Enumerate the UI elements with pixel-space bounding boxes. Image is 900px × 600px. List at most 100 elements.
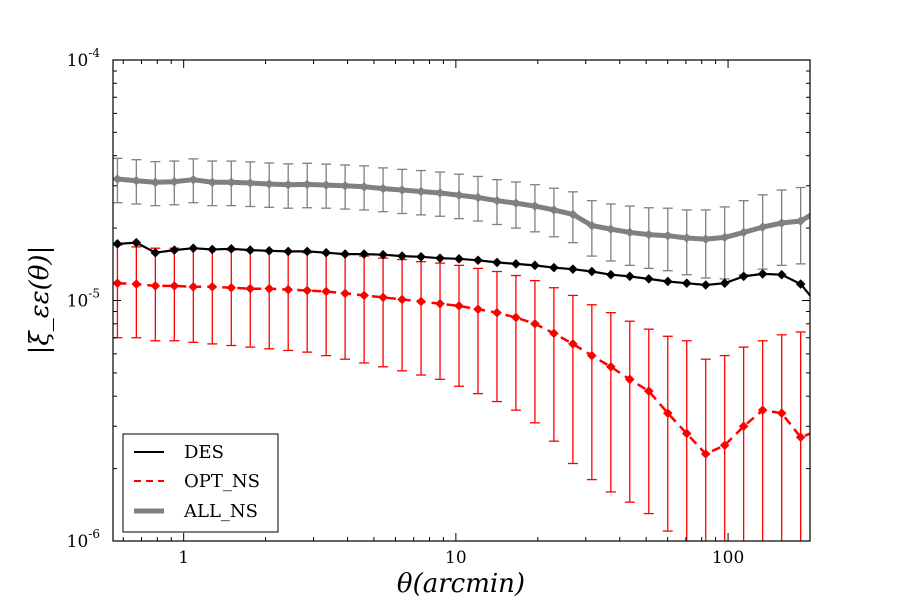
opt-ns-data-point <box>643 386 654 396</box>
opt-ns-data-point <box>776 408 787 418</box>
opt-ns-data-point <box>321 286 331 297</box>
all-ns-data-point <box>815 205 825 215</box>
des-data-point <box>643 274 654 284</box>
des-data-point <box>321 247 331 258</box>
all-ns-data-point <box>587 220 597 231</box>
all-ns-data-point <box>606 224 616 234</box>
des-data-point <box>606 269 616 280</box>
all-ns-data-point <box>643 229 654 240</box>
all-ns-data-point <box>131 175 142 186</box>
opt-ns-data-point <box>795 432 806 443</box>
des-data-point <box>549 262 559 273</box>
x-tick-label: 1 <box>178 548 189 568</box>
all-ns-data-point <box>283 179 293 190</box>
all-ns-data-point <box>113 174 123 184</box>
opt-ns-data-point <box>568 339 578 349</box>
all-ns-data-point <box>511 198 521 208</box>
des-data-point <box>719 278 730 289</box>
all-ns-data-point <box>245 178 256 188</box>
all-ns-data-point <box>568 209 578 220</box>
all-ns-data-point <box>492 195 502 206</box>
opt-ns-data-point <box>340 288 350 299</box>
opt-ns-data-point <box>113 278 123 289</box>
des-data-point <box>738 271 749 282</box>
opt-ns-data-point <box>549 328 559 339</box>
all-ns-data-point <box>188 174 199 185</box>
all-ns-data-point <box>302 179 312 190</box>
legend-all-ns-label: ALL_NS <box>183 501 258 522</box>
des-data-point <box>416 251 426 262</box>
all-ns-data-point <box>207 177 218 188</box>
des-data-point <box>568 264 578 274</box>
des-data-point <box>378 249 388 260</box>
des-data-point <box>113 239 123 249</box>
legend-opt-ns-label: OPT_NS <box>184 471 260 492</box>
opt-ns-data-point <box>188 282 199 292</box>
y-tick-label: 10-6 <box>67 527 100 552</box>
opt-ns-data-point <box>624 374 635 385</box>
des-data-point <box>700 280 711 290</box>
des-data-point <box>188 243 199 253</box>
des-data-point <box>681 278 692 289</box>
des-data-point <box>530 260 540 271</box>
opt-ns-data-point <box>815 425 825 435</box>
opt-ns-data-point <box>454 301 464 311</box>
all-ns-data-point <box>264 179 275 189</box>
des-data-point <box>302 246 312 257</box>
opt-ns-data-point <box>681 428 692 439</box>
all-ns-data-point <box>549 205 559 215</box>
des-data-point <box>359 249 369 259</box>
legend: DES OPT_NS ALL_NS <box>122 433 279 533</box>
all-ns-data-point <box>681 233 692 243</box>
opt-ns-data-point <box>169 281 180 291</box>
des-data-point <box>795 279 806 289</box>
axis-ticks: 1 10 100 10-6 10-5 10-4 <box>67 46 811 568</box>
des-data-point <box>776 269 787 280</box>
legend-des-label: DES <box>184 442 224 463</box>
all-ns-data-point <box>169 176 180 187</box>
des-data-point <box>340 249 350 259</box>
des-data-point <box>492 257 502 268</box>
x-tick-label: 10 <box>445 548 467 568</box>
opt-ns-data-point <box>226 282 237 293</box>
des-data-point <box>226 244 237 254</box>
all-ns-data-point <box>150 177 161 188</box>
des-data-point <box>757 269 768 279</box>
opt-ns-data-point <box>492 307 502 318</box>
opt-ns-data-point <box>606 362 616 372</box>
opt-ns-data-point <box>207 282 218 292</box>
all-ns-data-point <box>340 180 350 191</box>
all-ns-data-point <box>795 216 806 226</box>
opt-ns-data-point <box>131 279 142 289</box>
opt-ns-data-point <box>150 281 161 291</box>
all-ns-data-point <box>359 182 369 192</box>
opt-ns-data-point <box>530 319 540 329</box>
opt-ns-data-point <box>700 449 711 459</box>
legend-box <box>122 433 279 533</box>
y-tick-label: 10-5 <box>67 287 100 312</box>
opt-ns-data-point <box>397 294 407 305</box>
des-data-point <box>150 247 161 258</box>
all-ns-data-point <box>662 230 673 241</box>
all-ns-data-point <box>454 190 464 201</box>
all-ns-data-point <box>226 177 237 188</box>
des-data-point <box>131 237 142 248</box>
all-ns-data-point <box>378 183 388 194</box>
des-data-point <box>454 254 464 264</box>
opt-ns-series-line <box>117 281 810 456</box>
opt-ns-data-point <box>283 284 293 295</box>
y-axis-label: |ξ_εε(θ)| <box>25 246 55 355</box>
des-data-point <box>587 266 597 277</box>
series-markers <box>113 174 825 459</box>
des-data-point <box>264 245 275 256</box>
opt-ns-data-point <box>757 405 768 415</box>
all-ns-data-point <box>473 192 483 203</box>
des-data-point <box>245 245 256 255</box>
des-data-point <box>473 255 483 266</box>
des-data-point <box>169 245 180 255</box>
opt-ns-data-point <box>359 290 369 301</box>
all-ns-data-point <box>700 234 711 244</box>
opt-ns-data-point <box>245 283 256 294</box>
x-axis-label: θ(arcmin) <box>397 569 525 599</box>
